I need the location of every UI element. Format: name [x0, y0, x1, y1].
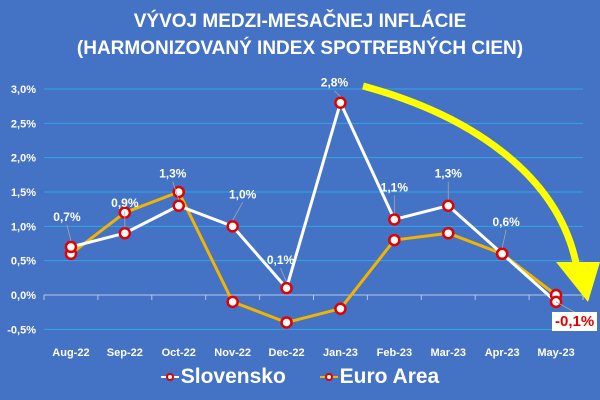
y-tick-label: 2,0% — [11, 153, 36, 165]
data-label: 1,0% — [229, 187, 257, 201]
x-tick-label: Oct-22 — [162, 347, 196, 359]
y-tick-label: -0,5% — [7, 324, 36, 336]
data-point-marker[interactable] — [118, 226, 132, 240]
y-tick-label: 1,0% — [11, 221, 36, 233]
x-tick-label: Mar-23 — [431, 347, 466, 359]
data-label: 0,6% — [492, 215, 520, 229]
x-tick-label: Sep-22 — [107, 347, 143, 359]
chart-title: VÝVOJ MEDZI-MESAČNEJ INFLÁCIE (HARMONIZO… — [0, 8, 600, 62]
data-label: 0,7% — [53, 210, 81, 224]
data-label: 1,3% — [435, 167, 463, 181]
y-tick-label: 0,5% — [11, 256, 36, 268]
series-line-euro-area — [70, 190, 557, 324]
data-point-marker[interactable] — [64, 240, 78, 254]
legend-label: Euro Area — [339, 365, 440, 388]
legend-item-euro-area[interactable]: Euro Area — [319, 365, 440, 389]
series-line-slovensko — [70, 101, 558, 303]
data-label: 0,1% — [267, 253, 295, 267]
chart-legend: Slovensko Euro Area — [0, 364, 600, 389]
legend-marker-icon — [160, 372, 179, 382]
y-tick-label: 0,0% — [11, 290, 36, 302]
chart-title-line1: VÝVOJ MEDZI-MESAČNEJ INFLÁCIE — [133, 11, 467, 32]
x-tick-label: Feb-23 — [377, 347, 412, 359]
y-tick-label: 3,0% — [11, 84, 36, 96]
data-point-marker[interactable] — [226, 220, 239, 233]
data-label: 0,9% — [111, 196, 139, 210]
x-axis: Aug-22 Sep-22 Oct-22 Nov-22 Dec-22 Jan-23 Feb-… — [43, 294, 584, 359]
data-label: 1,1% — [381, 180, 409, 194]
yellow-arrow-annotation — [362, 82, 600, 302]
data-point-marker[interactable] — [388, 233, 401, 247]
data-point-marker[interactable] — [280, 281, 293, 295]
data-point-marker[interactable] — [334, 302, 347, 315]
data-point-marker[interactable] — [172, 185, 185, 199]
legend-marker-icon — [319, 372, 338, 382]
y-tick-label: 2,5% — [11, 118, 36, 130]
chart-title-line2: (HARMONIZOVANÝ INDEX SPOTREBNÝCH CIEN) — [76, 38, 524, 59]
x-tick-label: Jan-23 — [323, 347, 358, 359]
x-tick-label: May-23 — [537, 347, 574, 359]
x-tick-label: Aug-22 — [52, 347, 89, 359]
data-point-marker[interactable] — [226, 295, 239, 309]
y-tick-label: 1,5% — [11, 187, 36, 199]
last-value-callout: -0,1% — [552, 312, 598, 331]
x-tick-label: Nov-22 — [214, 347, 251, 359]
data-point-marker[interactable] — [388, 213, 401, 226]
data-point-marker[interactable] — [334, 96, 347, 109]
data-point-marker[interactable] — [172, 199, 185, 212]
data-label: 1,3% — [159, 167, 187, 181]
data-point-marker[interactable] — [495, 247, 509, 261]
gridlines — [44, 88, 583, 330]
data-label: 2,8% — [321, 76, 349, 90]
series-lines: 0,7% 0,9% 1,3% 1,0% 0,1% 2,8% 1,1% 1,3% 0,6% — [53, 76, 579, 329]
x-tick-label: Apr-23 — [485, 347, 520, 359]
arrow-head-icon — [556, 262, 600, 302]
y-axis: -0,5% 0,0% 0,5% 1,0% 1,5% 2,0% 2,5% 3,0% — [7, 84, 36, 336]
x-tick-label: Dec-22 — [269, 347, 305, 359]
data-point-marker[interactable] — [442, 226, 455, 240]
legend-item-slovensko[interactable]: Slovensko — [160, 365, 286, 389]
data-point-marker[interactable] — [442, 199, 455, 212]
legend-label: Slovensko — [180, 365, 286, 388]
data-point-marker[interactable] — [280, 316, 293, 329]
